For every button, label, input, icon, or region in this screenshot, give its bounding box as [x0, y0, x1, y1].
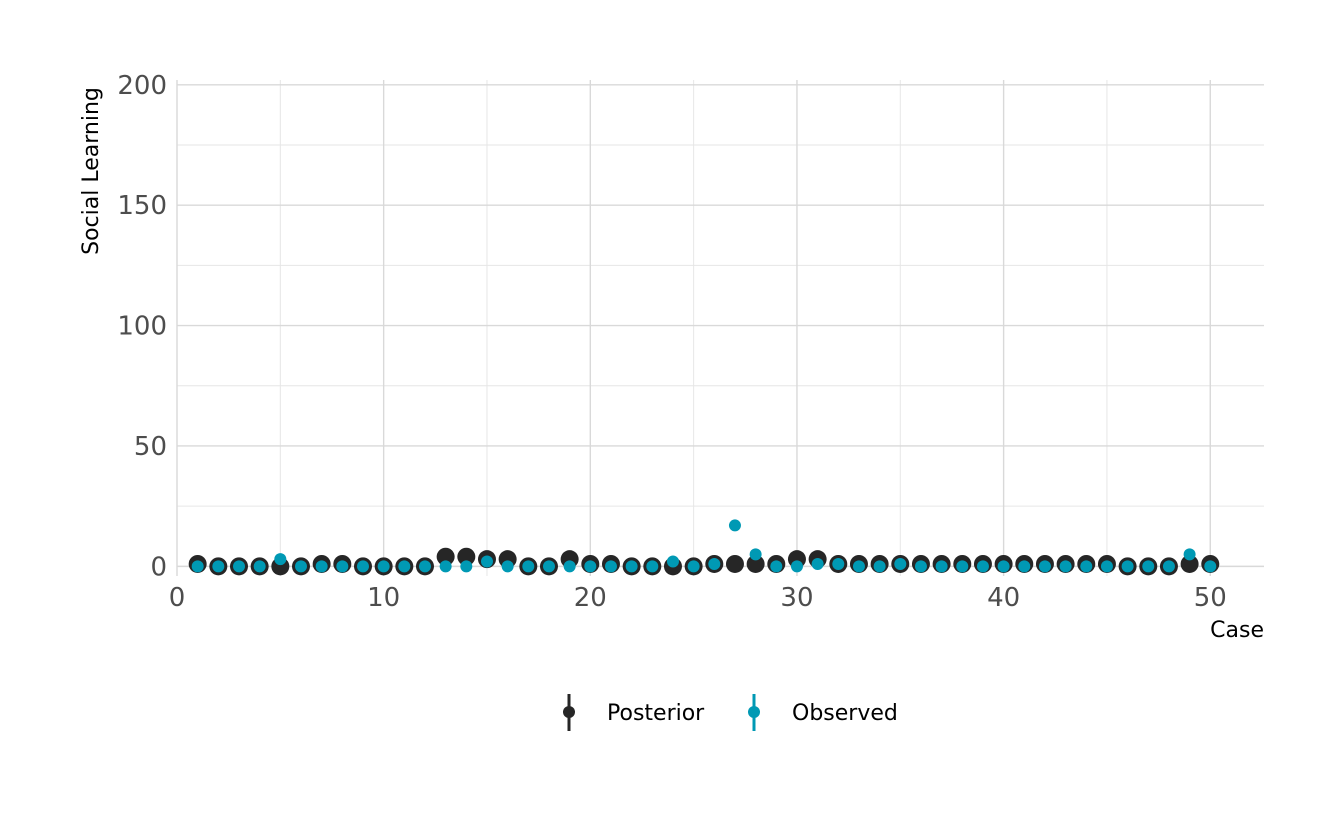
observed-point	[1121, 560, 1134, 573]
data-points	[188, 519, 1220, 576]
observed-point	[191, 560, 204, 573]
observed-point	[811, 557, 824, 570]
y-tick-label: 100	[117, 312, 167, 342]
y-tick-label: 0	[150, 552, 167, 582]
observed-point	[894, 557, 907, 570]
observed-point	[1038, 560, 1051, 573]
legend-label-posterior: Posterior	[607, 701, 705, 726]
x-axis-title: Case	[1210, 618, 1264, 643]
posterior-point	[746, 554, 765, 573]
observed-point	[439, 560, 452, 573]
x-axis-ticks: 0 10 20 30 40 50	[169, 583, 1227, 613]
observed-point	[1080, 560, 1093, 573]
observed-point	[356, 560, 369, 573]
x-tick-label: 0	[169, 583, 186, 613]
observed-point	[976, 560, 989, 573]
observed-point	[1142, 560, 1155, 573]
observed-point	[687, 560, 700, 573]
y-tick-label: 50	[134, 432, 167, 462]
observed-point	[1059, 560, 1072, 573]
observed-point	[1162, 560, 1175, 573]
observed-point	[315, 560, 328, 573]
observed-point	[956, 560, 969, 573]
grid	[176, 80, 1264, 576]
observed-point	[1183, 548, 1196, 561]
observed-point	[501, 560, 514, 573]
observed-point	[232, 560, 245, 573]
observed-point	[646, 560, 659, 573]
observed-point	[460, 560, 473, 573]
legend-key-observed	[748, 694, 760, 731]
x-tick-label: 20	[574, 583, 607, 613]
observed-point	[212, 560, 225, 573]
observed-point	[832, 557, 845, 570]
observed-point	[935, 560, 948, 573]
observed-point	[604, 560, 617, 573]
observed-point	[625, 560, 638, 573]
observed-point	[542, 560, 555, 573]
observed-point	[377, 560, 390, 573]
posterior-point	[457, 547, 476, 566]
observed-point	[563, 560, 576, 573]
observed-point	[336, 560, 349, 573]
observed-point	[1204, 560, 1217, 573]
y-tick-label: 150	[117, 191, 167, 221]
observed-point	[418, 560, 431, 573]
observed-point	[1100, 560, 1113, 573]
observed-point	[997, 560, 1010, 573]
posterior-point	[436, 547, 455, 566]
legend: Posterior Observed	[563, 694, 898, 731]
observed-point	[770, 560, 783, 573]
x-tick-label: 50	[1194, 583, 1227, 613]
observed-point	[666, 555, 679, 568]
observed-point	[274, 553, 287, 566]
observed-point	[1018, 560, 1031, 573]
observed-point	[584, 560, 597, 573]
observed-point	[852, 560, 865, 573]
observed-point	[294, 560, 307, 573]
legend-label-observed: Observed	[792, 701, 898, 726]
observed-point	[253, 560, 266, 573]
observed-point	[522, 560, 535, 573]
observed-point	[873, 560, 886, 573]
observed-point	[398, 560, 411, 573]
y-tick-label: 200	[117, 71, 167, 101]
x-tick-label: 10	[367, 583, 400, 613]
series-observed	[191, 519, 1217, 573]
observed-point	[708, 557, 721, 570]
observed-point	[749, 548, 762, 561]
posterior-point	[725, 554, 744, 573]
x-tick-label: 30	[780, 583, 813, 613]
y-axis-title: Social Learning	[79, 87, 104, 255]
legend-key-posterior	[563, 694, 575, 731]
observed-point	[480, 555, 493, 568]
x-tick-label: 40	[987, 583, 1020, 613]
observed-point	[914, 560, 927, 573]
observed-point	[728, 519, 741, 532]
posterior-point	[1180, 554, 1199, 573]
observed-point	[790, 560, 803, 573]
y-axis-ticks: 0 50 100 150 200	[117, 71, 167, 583]
